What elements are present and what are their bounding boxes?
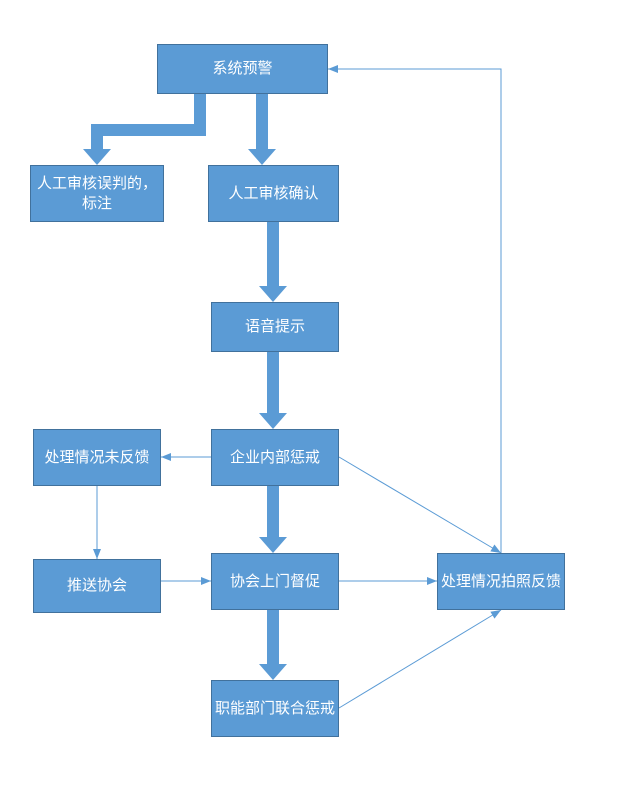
thick-arrow-voice_to_internal xyxy=(259,352,287,429)
node-photo-feedback: 处理情况拍照反馈 xyxy=(437,553,565,610)
node-push-assoc: 推送协会 xyxy=(33,559,161,613)
node-label: 语音提示 xyxy=(245,317,305,337)
thin-arrowhead-internal_to_photo xyxy=(490,544,501,553)
node-label: 系统预警 xyxy=(212,59,272,79)
thick-arrow-alert_to_misjudge xyxy=(83,94,206,165)
thin-arrowhead-joint_to_photo xyxy=(490,610,501,619)
flowchart-canvas: 系统预警人工审核误判的，标注 人工审核确认语音提示企业内部惩戒 处理情况未反馈推送协… xyxy=(0,0,643,786)
thin-edge-joint_to_photo xyxy=(339,610,501,708)
node-label: 人工审核确认 xyxy=(228,184,318,204)
node-label: 推送协会 xyxy=(67,576,127,596)
node-system-alert: 系统预警 xyxy=(157,44,328,94)
thick-arrow-internal_to_assoc xyxy=(259,486,287,553)
node-manual-confirm: 人工审核确认 xyxy=(208,165,339,222)
thin-edge-photo_to_alert xyxy=(328,69,501,553)
thin-arrowhead-nofb_to_push xyxy=(93,549,101,559)
node-label: 人工审核误判的，标注 xyxy=(31,174,163,213)
node-joint-discipline: 职能部门联合惩戒 xyxy=(211,680,339,737)
thick-arrow-confirm_to_voice xyxy=(259,222,287,302)
thick-arrow-assoc_to_joint xyxy=(259,610,287,680)
node-voice-prompt: 语音提示 xyxy=(211,302,339,352)
thin-arrowhead-push_to_assoc xyxy=(201,577,211,585)
node-assoc-visit: 协会上门督促 xyxy=(211,553,339,610)
node-label: 协会上门督促 xyxy=(230,572,320,592)
node-label: 处理情况拍照反馈 xyxy=(441,572,561,592)
thin-arrowhead-photo_to_alert xyxy=(328,65,338,73)
node-label: 企业内部惩戒 xyxy=(230,448,320,468)
node-label: 处理情况未反馈 xyxy=(44,448,149,468)
flowchart-edges xyxy=(0,0,643,786)
node-no-feedback: 处理情况未反馈 xyxy=(33,429,161,486)
node-label: 职能部门联合惩戒 xyxy=(215,699,335,719)
thin-edge-internal_to_photo xyxy=(339,457,501,553)
thin-arrowhead-internal_to_nofb xyxy=(161,453,171,461)
thin-arrowhead-assoc_to_photo xyxy=(427,577,437,585)
thick-arrow-alert_to_confirm xyxy=(248,94,276,165)
node-manual-misjudge: 人工审核误判的，标注 xyxy=(30,165,164,222)
node-internal-discipline: 企业内部惩戒 xyxy=(211,429,339,486)
